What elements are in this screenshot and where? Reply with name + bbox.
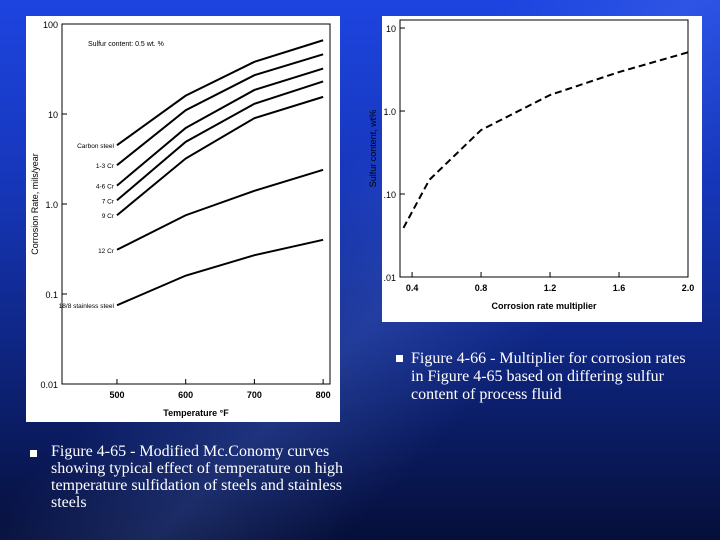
series-label: 7 Cr bbox=[102, 198, 115, 205]
series-label: 1-3 Cr bbox=[96, 163, 115, 170]
series-label: 12 Cr bbox=[98, 248, 115, 255]
series-label: 9 Cr bbox=[102, 213, 115, 220]
y-axis-label: Corrosion Rate, mils/year bbox=[30, 153, 40, 255]
x-axis-label: Corrosion rate multiplier bbox=[491, 301, 597, 311]
chart-panel bbox=[382, 16, 702, 322]
chart-panel bbox=[26, 16, 340, 422]
y-tick-label: .01 bbox=[383, 273, 396, 283]
x-tick-label: 1.2 bbox=[544, 283, 557, 293]
y-tick-label: 10 bbox=[48, 110, 58, 120]
x-tick-label: 800 bbox=[316, 390, 331, 400]
x-tick-label: 500 bbox=[109, 390, 124, 400]
x-axis-label: Temperature °F bbox=[163, 408, 229, 418]
y-tick-label: .10 bbox=[383, 190, 396, 200]
caption: Figure 4-65 - Modified Mc.Conomy curves … bbox=[51, 443, 344, 511]
series-line bbox=[116, 168, 324, 251]
series-label: 4-6 Cr bbox=[96, 184, 115, 191]
x-tick-label: 700 bbox=[247, 390, 262, 400]
x-tick-label: 1.6 bbox=[613, 283, 626, 293]
series-line bbox=[116, 53, 324, 166]
x-tick-label: 600 bbox=[178, 390, 193, 400]
y-tick-label: 1.0 bbox=[383, 107, 396, 117]
x-tick-label: 0.8 bbox=[475, 283, 488, 293]
bullet bbox=[30, 450, 37, 457]
series-line bbox=[116, 95, 324, 217]
x-tick-label: 2.0 bbox=[682, 283, 695, 293]
y-tick-label: 100 bbox=[43, 20, 58, 30]
y-tick-label: 1.0 bbox=[45, 200, 58, 210]
caption: Figure 4-66 - Multiplier for corrosion r… bbox=[411, 350, 686, 403]
plot-frame bbox=[399, 19, 689, 278]
series-line bbox=[116, 238, 324, 307]
y-axis-label: Sulfur content, wt% bbox=[368, 110, 378, 188]
series-line bbox=[116, 80, 324, 202]
y-tick-label: 0.01 bbox=[40, 380, 58, 390]
bullet bbox=[396, 355, 403, 362]
series-line bbox=[116, 39, 324, 147]
series-label: Carbon steel bbox=[77, 143, 114, 150]
y-tick-label: 10 bbox=[386, 24, 396, 34]
x-tick-label: 0.4 bbox=[406, 283, 419, 293]
series-label: 18/8 stainless steel bbox=[59, 303, 115, 310]
y-tick-label: 0.1 bbox=[45, 290, 58, 300]
annotation: Sulfur content: 0.5 wt. % bbox=[88, 41, 164, 48]
series-line bbox=[116, 67, 324, 187]
series-line bbox=[402, 51, 689, 229]
